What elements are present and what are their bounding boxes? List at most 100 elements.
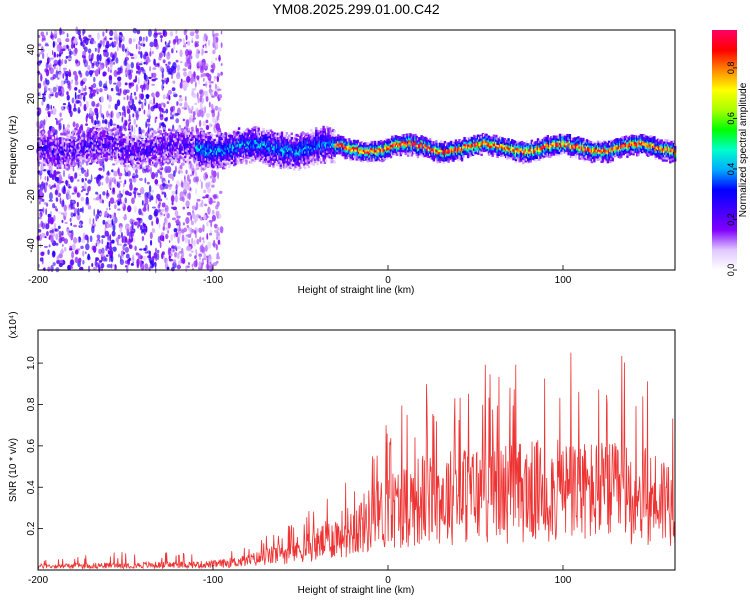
- spectrogram-speck: [99, 260, 103, 263]
- spectrogram-speck: [138, 128, 143, 135]
- spectrogram-speck: [47, 56, 49, 65]
- spectrogram-cell: [230, 161, 233, 165]
- spectrogram-speck: [88, 265, 91, 273]
- spectrogram-cell: [55, 153, 58, 156]
- spectrogram-speck: [179, 81, 184, 89]
- spectrogram-speck: [51, 126, 56, 134]
- spectrogram-cell: [74, 146, 78, 150]
- spectrogram-speck: [133, 106, 137, 112]
- spectrogram-cell: [98, 158, 101, 162]
- spectrogram-cell: [79, 149, 83, 152]
- spectrogram-cell: [56, 159, 59, 163]
- spectrogram-speck: [171, 245, 175, 249]
- spectrogram-cell: [210, 138, 214, 141]
- spectrogram-cell: [43, 152, 46, 156]
- spectrogram-cell: [72, 136, 75, 140]
- spectrogram-cell: [45, 133, 48, 137]
- spectrogram-speck: [39, 91, 41, 98]
- spectrogram-cell: [132, 164, 135, 167]
- spectrogram-cell: [40, 141, 44, 144]
- spectrogram-speck: [68, 69, 71, 77]
- spectrogram-cell: [89, 147, 93, 151]
- spectrogram-cell: [95, 132, 99, 135]
- spectrogram-cell: [95, 127, 99, 131]
- spectrogram-speck: [50, 236, 55, 243]
- spectrogram-cell: [68, 145, 72, 148]
- spectrogram-speck: [135, 168, 138, 175]
- spectrogram-cell: [109, 148, 112, 152]
- spectrogram-speck: [196, 238, 200, 245]
- spectrogram-speck: [205, 124, 210, 131]
- spectrogram-cell: [48, 149, 51, 153]
- spectrogram-speck: [171, 48, 174, 54]
- spectrogram-cell: [46, 163, 50, 167]
- spectrogram-speck: [81, 186, 85, 189]
- spectrogram-speck: [72, 49, 78, 57]
- spectrogram-cell: [52, 158, 56, 162]
- spectrogram-cell: [121, 145, 124, 148]
- spectrogram-cell: [65, 142, 68, 146]
- spectrogram-speck: [191, 237, 194, 245]
- spectrogram-cell: [50, 148, 53, 151]
- spectrogram-cell: [63, 141, 67, 145]
- spectrogram-cell: [130, 140, 133, 143]
- spectrogram-speck: [97, 67, 100, 72]
- spectrogram-cell: [54, 147, 57, 151]
- spectrogram-speck: [92, 89, 97, 94]
- spectrogram-speck: [116, 80, 122, 88]
- spectrogram-cell: [84, 144, 88, 147]
- spectrogram-speck: [124, 69, 129, 76]
- spectrogram-cell: [111, 141, 115, 145]
- spectrogram-cell: [105, 138, 108, 142]
- spectrogram-cell: [119, 133, 122, 137]
- spectrogram-cell: [92, 137, 95, 141]
- spectrogram-cell: [109, 137, 112, 141]
- spectrogram-speck: [195, 33, 200, 40]
- spectrogram-speck: [186, 224, 189, 228]
- spectrogram-cell: [60, 146, 63, 149]
- spectrogram-cell: [106, 140, 110, 144]
- spectrogram-speck: [204, 203, 208, 207]
- spectrogram-cell: [52, 161, 56, 164]
- spectrogram-cell: [126, 138, 129, 141]
- spectrogram-speck: [115, 57, 119, 64]
- spectrogram-speck: [133, 118, 137, 126]
- spectrogram-speck: [215, 123, 220, 131]
- spectrogram-speck: [41, 252, 45, 255]
- spectrogram-cell: [73, 141, 77, 144]
- spectrogram-speck: [190, 126, 194, 131]
- spectrogram-speck: [162, 226, 165, 231]
- spectrogram-speck: [200, 110, 205, 118]
- spectrogram-cell: [105, 156, 108, 160]
- spectrogram-cell: [111, 146, 115, 149]
- spectrogram-cell: [45, 146, 48, 150]
- spectrogram-cell: [60, 161, 63, 165]
- spectrogram-speck: [160, 212, 163, 216]
- spectrogram-speck: [182, 118, 186, 122]
- spectrogram-cell: [41, 133, 45, 137]
- spectrogram-speck: [138, 50, 141, 55]
- spectrogram-cell: [52, 163, 56, 166]
- spectrogram-speck: [136, 217, 141, 221]
- spectrogram-speck: [108, 74, 113, 81]
- spectrogram-speck: [58, 88, 62, 96]
- spectrogram-cell: [66, 148, 69, 151]
- spectrogram-cell: [57, 144, 61, 147]
- spectrogram-cell: [97, 146, 100, 150]
- spectrogram-speck: [188, 262, 190, 266]
- spectrogram-speck: [183, 29, 187, 36]
- spectrogram-cell: [110, 157, 113, 161]
- spectrogram-cell: [98, 147, 101, 151]
- spectrogram-speck: [116, 181, 121, 189]
- spectrogram-speck: [87, 253, 91, 261]
- spectrogram-speck: [142, 207, 147, 212]
- spectrogram-cell: [79, 142, 83, 146]
- spectrogram-cell: [127, 149, 131, 152]
- spectrogram-speck: [99, 109, 102, 115]
- spectrogram-speck: [130, 56, 135, 60]
- spectrogram-speck: [200, 165, 203, 173]
- spectrogram-cell: [114, 145, 117, 148]
- spectrogram-speck: [64, 106, 66, 110]
- spectrogram-speck: [190, 214, 193, 222]
- spectrogram-speck: [130, 262, 134, 266]
